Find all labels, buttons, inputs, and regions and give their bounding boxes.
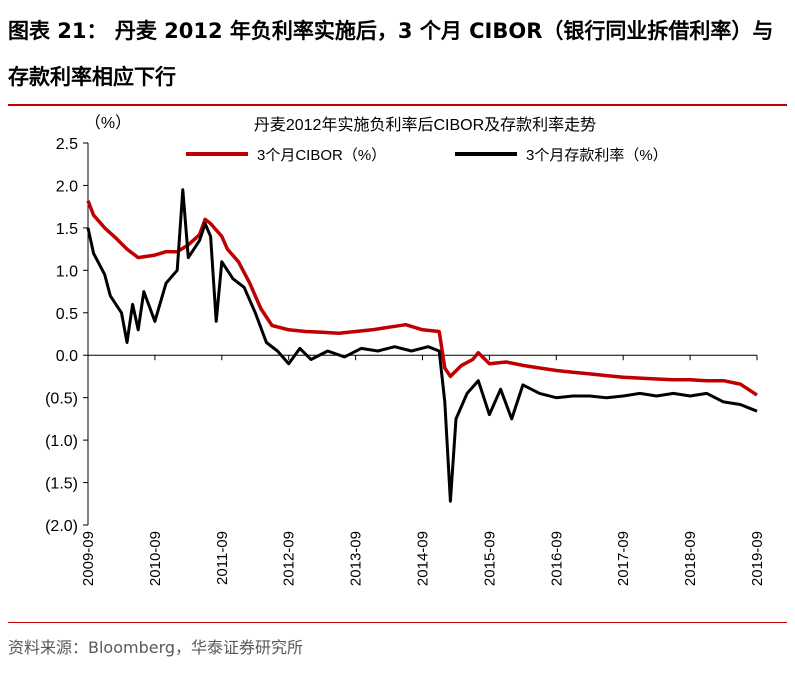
x-tick-label: 2012-09 bbox=[281, 531, 298, 586]
chart-axes: 2.52.01.51.00.50.0(0.5)(1.0)(1.5)(2.0)20… bbox=[45, 136, 766, 586]
legend-label-cibor: 3个月CIBOR（%） bbox=[257, 147, 386, 164]
series-line-cibor bbox=[86, 200, 758, 397]
plot-area bbox=[86, 188, 758, 503]
x-tick-label: 2015-09 bbox=[481, 531, 498, 586]
source-note: 资料来源：Bloomberg，华泰证券研究所 bbox=[8, 638, 304, 657]
series-line-deposit bbox=[86, 188, 758, 503]
x-tick-label: 2013-09 bbox=[348, 531, 365, 586]
y-tick-label: (1.5) bbox=[45, 476, 78, 493]
x-tick-label: 2009-09 bbox=[80, 531, 97, 586]
figure-title: 图表 21： 丹麦 2012 年负利率实施后，3 个月 CIBOR（银行同业拆借… bbox=[8, 19, 774, 89]
y-tick-label: (0.5) bbox=[45, 391, 78, 408]
y-tick-label: (1.0) bbox=[45, 433, 78, 450]
y-tick-label: 2.0 bbox=[56, 178, 78, 195]
y-tick-label: (2.0) bbox=[45, 518, 78, 535]
x-tick-label: 2017-09 bbox=[615, 531, 632, 586]
y-tick-label: 0.0 bbox=[56, 348, 78, 365]
line-chart: 丹麦2012年实施负利率后CIBOR及存款利率走势 （%） 3个月CIBOR（%… bbox=[45, 114, 766, 586]
x-tick-label: 2016-09 bbox=[548, 531, 565, 586]
x-tick-label: 2014-09 bbox=[415, 531, 432, 586]
y-axis-unit-label: （%） bbox=[85, 114, 131, 132]
legend: 3个月CIBOR（%） 3个月存款利率（%） bbox=[186, 147, 668, 164]
chart-title: 丹麦2012年实施负利率后CIBOR及存款利率走势 bbox=[254, 116, 596, 134]
y-tick-label: 1.0 bbox=[56, 263, 78, 280]
y-tick-label: 1.5 bbox=[56, 221, 78, 238]
legend-label-deposit: 3个月存款利率（%） bbox=[526, 147, 668, 164]
x-tick-label: 2018-09 bbox=[682, 531, 699, 586]
title-divider bbox=[8, 104, 787, 106]
y-tick-label: 2.5 bbox=[56, 136, 78, 153]
x-tick-label: 2010-09 bbox=[147, 531, 164, 586]
x-tick-label: 2011-09 bbox=[214, 531, 231, 585]
source-divider bbox=[8, 622, 787, 623]
x-tick-label: 2019-09 bbox=[749, 531, 766, 586]
y-tick-label: 0.5 bbox=[56, 306, 78, 323]
